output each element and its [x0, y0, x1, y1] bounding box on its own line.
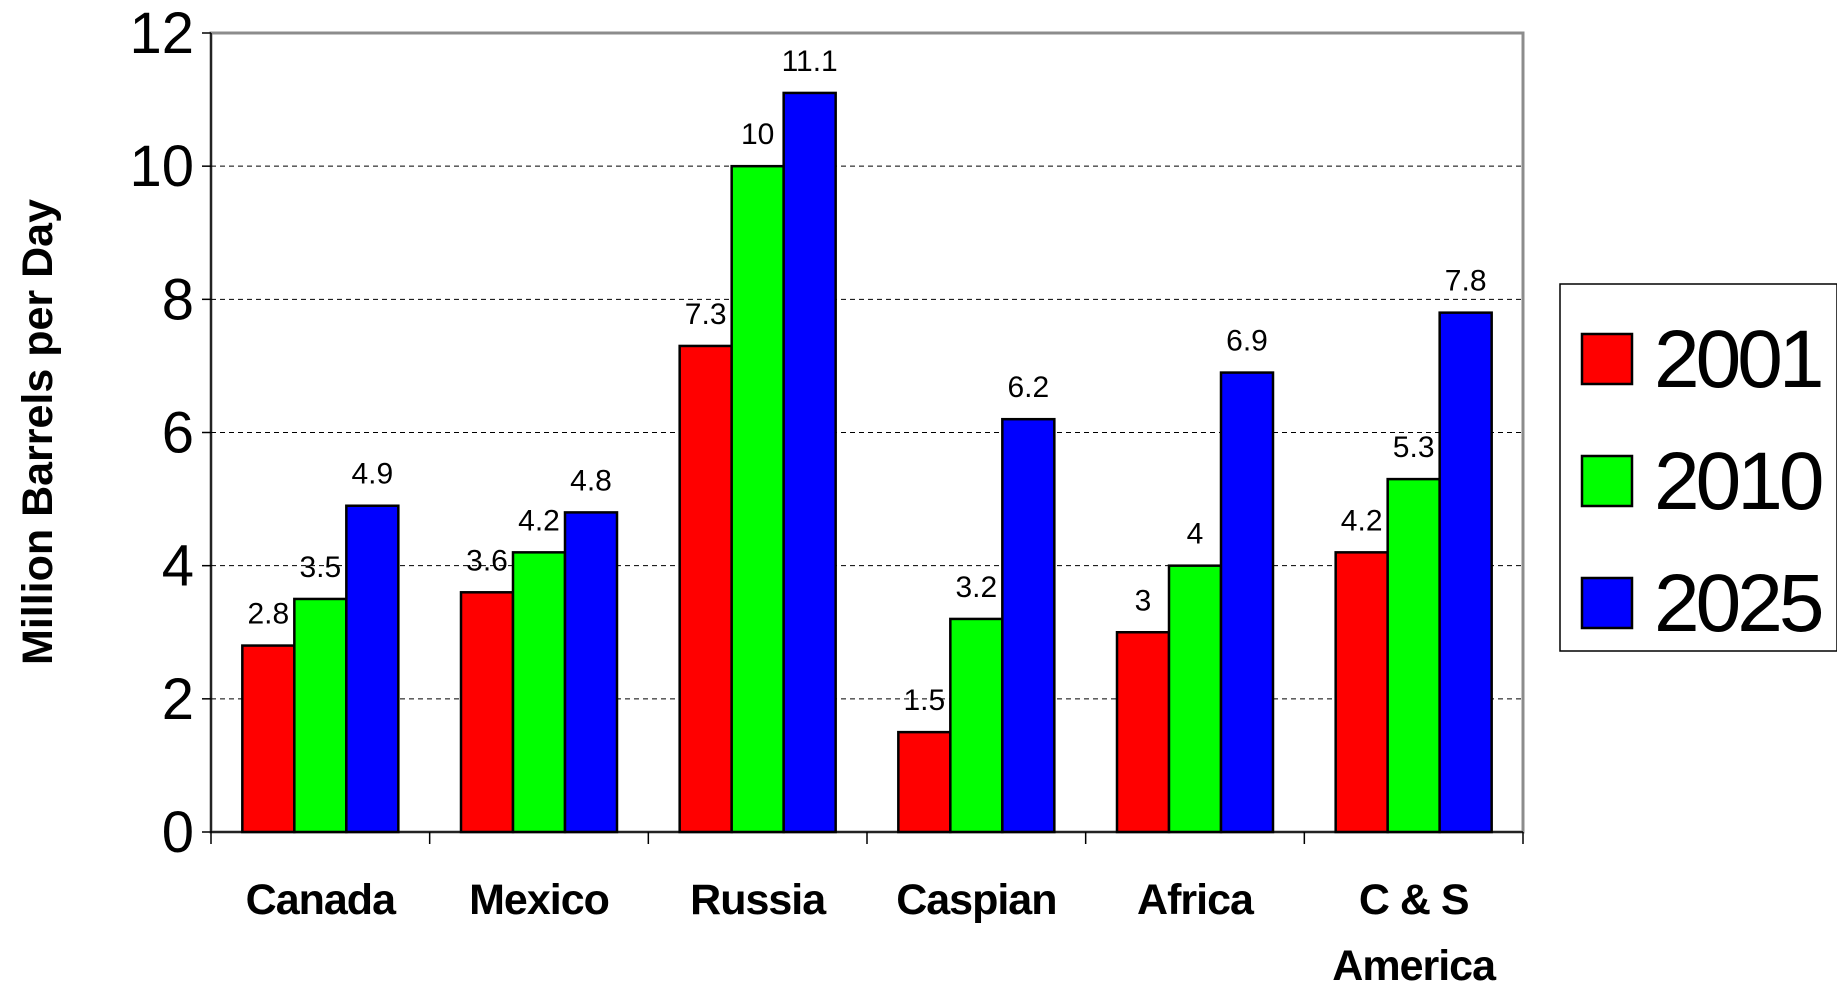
- data-label: 7.8: [1445, 265, 1487, 298]
- legend-label: 2001: [1654, 314, 1821, 405]
- data-label: 6.9: [1226, 325, 1268, 358]
- bar: [678, 344, 733, 834]
- bar: [459, 591, 515, 834]
- y-tick-label: 8: [162, 267, 194, 332]
- y-tick-label: 10: [129, 134, 194, 199]
- x-category-label: America: [1332, 942, 1497, 990]
- bar: [949, 617, 1004, 834]
- data-label: 1.5: [903, 684, 945, 717]
- x-category-label: Russia: [690, 876, 827, 924]
- data-label: 3.6: [466, 544, 508, 577]
- data-label: 4.2: [518, 504, 560, 537]
- data-label: 4.8: [570, 464, 612, 497]
- bar: [1219, 371, 1275, 834]
- bar: [345, 504, 400, 834]
- data-label: 11.1: [782, 45, 838, 78]
- data-label: 3: [1135, 584, 1152, 617]
- data-label: 4.2: [1341, 504, 1383, 537]
- data-label: 7.3: [685, 298, 727, 331]
- bar: [563, 511, 619, 834]
- bar: [1334, 551, 1389, 834]
- y-tick-label: 12: [129, 1, 194, 66]
- y-tick-label: 4: [162, 534, 194, 599]
- bar: [293, 597, 348, 834]
- data-label: 2.8: [247, 598, 289, 631]
- data-label: 4.9: [351, 458, 393, 491]
- y-tick-label: 6: [162, 401, 194, 466]
- data-label: 10: [741, 118, 774, 151]
- bars: [241, 91, 1493, 834]
- bar: [730, 164, 785, 834]
- bar: [241, 644, 296, 834]
- legend: 2001 2010 2025: [1559, 283, 1837, 652]
- x-category-label: Canada: [246, 876, 397, 924]
- data-label: 6.2: [1007, 371, 1049, 404]
- legend-swatch: [1580, 332, 1634, 386]
- data-labels: 2.8 3.5 4.9 3.6 4.2 4.8 7.3 10 11.1 1.5 3.2 6.2 3 4 6.…: [247, 45, 1486, 717]
- y-tick-label: 2: [162, 667, 194, 732]
- x-category-label: Mexico: [469, 876, 609, 924]
- data-label: 3.5: [299, 551, 341, 584]
- x-category-label: C & S: [1359, 876, 1469, 924]
- bar: [1115, 631, 1171, 834]
- y-tick-label: 0: [162, 800, 194, 865]
- legend-label: 2010: [1654, 436, 1822, 527]
- data-label: 4: [1187, 518, 1204, 551]
- bar: [897, 730, 952, 834]
- bar: [1001, 417, 1056, 834]
- bar: [1167, 564, 1223, 834]
- bar: [1438, 311, 1493, 834]
- legend-label: 2025: [1654, 558, 1822, 649]
- x-category-label: Caspian: [896, 876, 1056, 924]
- axes: 0 2 4 6 8 10 12 Million Barrels per Day Canada Me…: [14, 1, 1524, 990]
- data-label: 3.2: [955, 571, 997, 604]
- y-axis-title: Million Barrels per Day: [14, 199, 62, 665]
- gridlines: [209, 31, 1525, 834]
- legend-swatch: [1580, 576, 1634, 630]
- x-category-label: Africa: [1137, 876, 1255, 924]
- plot-frame: [209, 31, 1525, 834]
- bar: [511, 551, 567, 834]
- data-label: 5.3: [1393, 431, 1435, 464]
- bar: [782, 91, 837, 834]
- bar: [1386, 477, 1441, 834]
- legend-swatch: [1580, 454, 1634, 508]
